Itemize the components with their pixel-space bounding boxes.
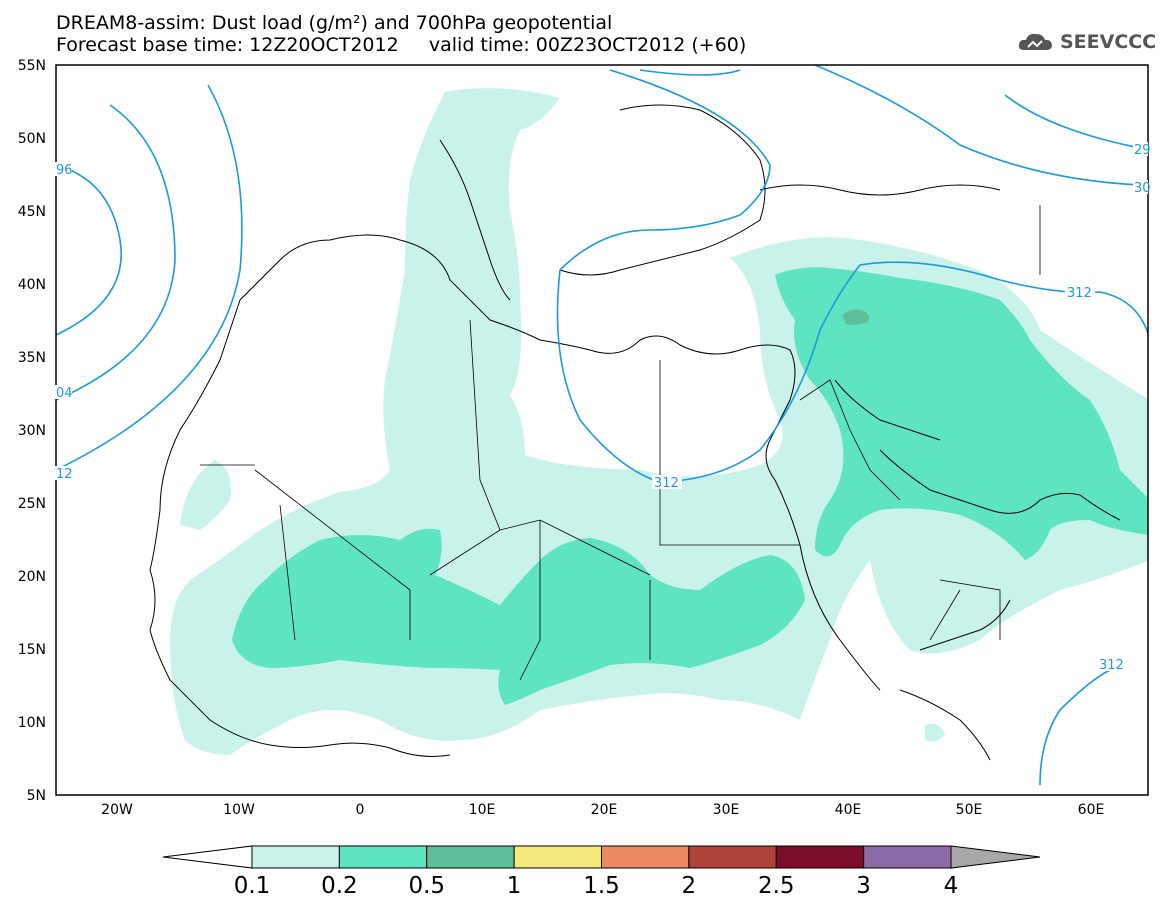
isoline-label-29: 29 xyxy=(1134,143,1151,158)
dust-mid-region xyxy=(232,267,1148,705)
colorbar-label: 0.1 xyxy=(234,873,271,899)
colorbar-box xyxy=(688,845,777,869)
lon-label: 40E xyxy=(835,802,862,818)
colorbar-box xyxy=(426,845,515,869)
logo-text: SEEVCCC xyxy=(1060,31,1157,53)
dust-dark-region xyxy=(842,309,870,325)
isoline-labels: 96 04 12 312 312 312 29 30 xyxy=(54,142,1151,673)
longitude-labels: 20W 10W 0 10E 20E 30E 40E 50E 60E xyxy=(101,802,1104,818)
colorbar-over-triangle xyxy=(950,845,1041,869)
colorbar-label: 2.5 xyxy=(758,873,795,899)
lon-label: 50E xyxy=(956,802,983,818)
isoline-label-96: 96 xyxy=(56,163,73,178)
latitude-labels: 55N 50N 45N 40N 35N 30N 25N 20N 15N 10N … xyxy=(18,58,46,804)
colorbar-label: 4 xyxy=(944,873,959,899)
coastlines xyxy=(149,104,1121,761)
lon-label: 10W xyxy=(223,802,255,818)
lat-label: 40N xyxy=(18,277,46,293)
colorbar: 0.1 0.2 0.5 1 1.5 2 2.5 3 4 xyxy=(162,845,1041,899)
colorbar-label: 0.5 xyxy=(408,873,445,899)
cloud-icon xyxy=(1018,33,1052,50)
lat-label: 30N xyxy=(18,423,46,439)
lat-label: 35N xyxy=(18,350,46,366)
map-time-info: Forecast base time: 12Z20OCT2012 valid t… xyxy=(56,34,747,56)
country-borders xyxy=(200,205,1041,681)
isoline-label-12: 12 xyxy=(56,467,73,482)
isoline-label-30: 30 xyxy=(1134,181,1151,196)
colorbar-label: 3 xyxy=(856,873,871,899)
colorbar-box xyxy=(863,845,952,869)
lon-label: 10E xyxy=(469,802,496,818)
isoline-label-312-b: 312 xyxy=(1067,286,1092,301)
lon-label: 20W xyxy=(101,802,133,818)
lon-label: 0 xyxy=(356,802,365,818)
lon-label: 30E xyxy=(713,802,740,818)
geopotential-isolines xyxy=(56,65,1148,786)
lat-label: 20N xyxy=(18,569,46,585)
lat-label: 25N xyxy=(18,496,46,512)
map-title: DREAM8-assim: Dust load (g/m²) and 700hP… xyxy=(56,12,613,34)
colorbar-label: 1 xyxy=(507,873,522,899)
colorbar-label: 2 xyxy=(682,873,697,899)
lat-label: 55N xyxy=(18,58,46,74)
isoline-label-312-c: 312 xyxy=(1099,658,1124,673)
colorbar-box xyxy=(775,845,865,869)
colorbar-box xyxy=(251,845,340,869)
lon-label: 60E xyxy=(1078,802,1105,818)
colorbar-label: 1.5 xyxy=(583,873,620,899)
lon-label: 20E xyxy=(591,802,618,818)
lat-label: 10N xyxy=(18,715,46,731)
colorbar-box xyxy=(513,845,602,869)
lat-label: 5N xyxy=(27,788,46,804)
colorbar-box xyxy=(338,845,428,869)
isoline-label-04: 04 xyxy=(56,386,73,401)
isoline-label-312-a: 312 xyxy=(654,476,679,491)
colorbar-under-triangle xyxy=(162,845,253,869)
lat-label: 15N xyxy=(18,642,46,658)
colorbar-box xyxy=(601,845,690,869)
colorbar-label: 0.2 xyxy=(321,873,358,899)
map-frame xyxy=(55,64,1149,796)
lat-label: 50N xyxy=(18,131,46,147)
lat-label: 45N xyxy=(18,204,46,220)
